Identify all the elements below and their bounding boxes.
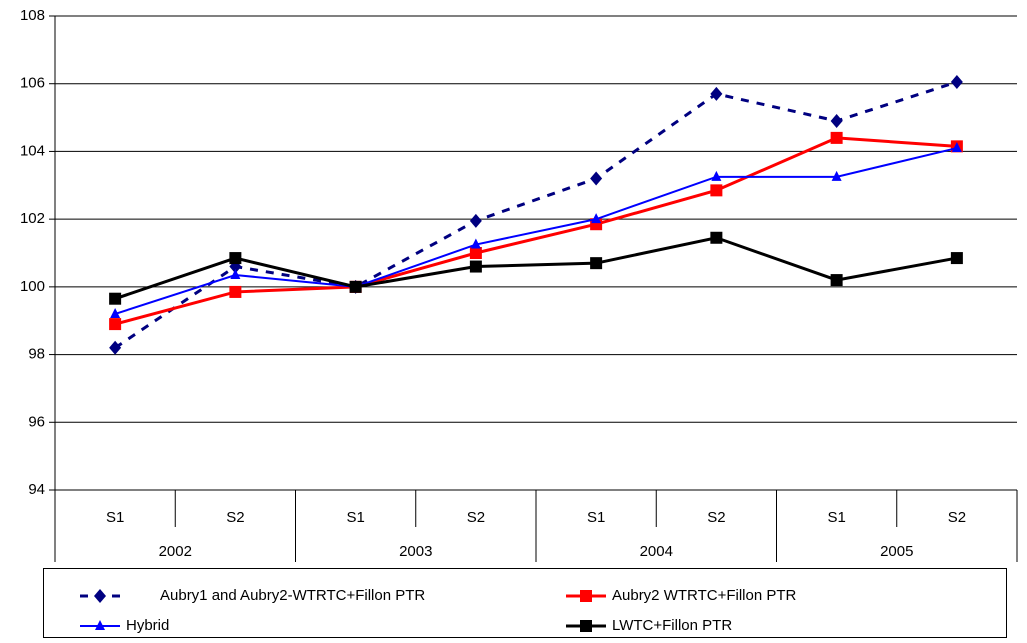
marker <box>710 86 723 101</box>
marker <box>94 589 106 603</box>
legend-label: Hybrid <box>126 617 169 634</box>
marker <box>831 170 842 181</box>
marker <box>109 318 122 331</box>
x-tick-label: S2 <box>467 509 485 526</box>
y-tick-label: 106 <box>20 75 45 92</box>
x-tick-label: S1 <box>587 509 605 526</box>
marker <box>950 252 963 265</box>
y-tick-label: 98 <box>28 346 45 363</box>
marker <box>580 620 592 632</box>
marker <box>711 170 722 181</box>
marker <box>830 131 843 144</box>
marker <box>469 213 482 228</box>
y-tick-label: 100 <box>20 278 45 295</box>
series-line <box>114 147 958 315</box>
x-group-label: 2002 <box>159 543 192 560</box>
y-tick-label: 94 <box>28 481 45 498</box>
marker <box>710 231 723 244</box>
legend-label: Aubry1 and Aubry2-WTRTC+Fillon PTR <box>160 587 425 604</box>
legend-item: Aubry2 WTRTC+Fillon PTR <box>566 587 797 604</box>
marker <box>469 260 482 273</box>
x-group-label: 2003 <box>399 543 432 560</box>
marker <box>591 213 602 224</box>
marker <box>109 292 122 305</box>
legend-item: LWTC+Fillon PTR <box>566 617 732 634</box>
y-tick-label: 104 <box>20 142 45 159</box>
marker <box>950 75 963 90</box>
x-group-label: 2004 <box>640 543 673 560</box>
x-tick-label: S1 <box>346 509 364 526</box>
marker <box>710 184 723 197</box>
marker <box>590 257 603 270</box>
series-line <box>114 136 957 326</box>
marker <box>230 269 241 280</box>
y-tick-label: 102 <box>20 210 45 227</box>
y-tick-label: 96 <box>28 413 45 430</box>
legend-label: LWTC+Fillon PTR <box>612 617 732 634</box>
x-tick-label: S1 <box>106 509 124 526</box>
marker <box>229 252 242 265</box>
x-tick-label: S2 <box>226 509 244 526</box>
legend-item: Hybrid <box>80 617 169 634</box>
legend-item: Aubry1 and Aubry2-WTRTC+Fillon PTR <box>80 587 425 604</box>
marker <box>830 274 843 287</box>
marker <box>951 142 962 153</box>
marker <box>109 340 122 355</box>
marker <box>349 280 362 293</box>
marker <box>470 238 481 249</box>
marker <box>580 590 592 602</box>
x-tick-label: S2 <box>707 509 725 526</box>
x-tick-label: S1 <box>827 509 845 526</box>
series-line <box>114 236 958 301</box>
marker <box>95 620 105 630</box>
x-group-label: 2005 <box>880 543 913 560</box>
marker <box>110 307 121 318</box>
marker <box>229 285 242 298</box>
series-line <box>114 80 958 350</box>
x-tick-label: S2 <box>948 509 966 526</box>
marker <box>830 113 843 128</box>
legend-label: Aubry2 WTRTC+Fillon PTR <box>612 587 797 604</box>
marker <box>469 247 482 259</box>
marker <box>590 171 603 186</box>
y-tick-label: 108 <box>20 7 45 24</box>
